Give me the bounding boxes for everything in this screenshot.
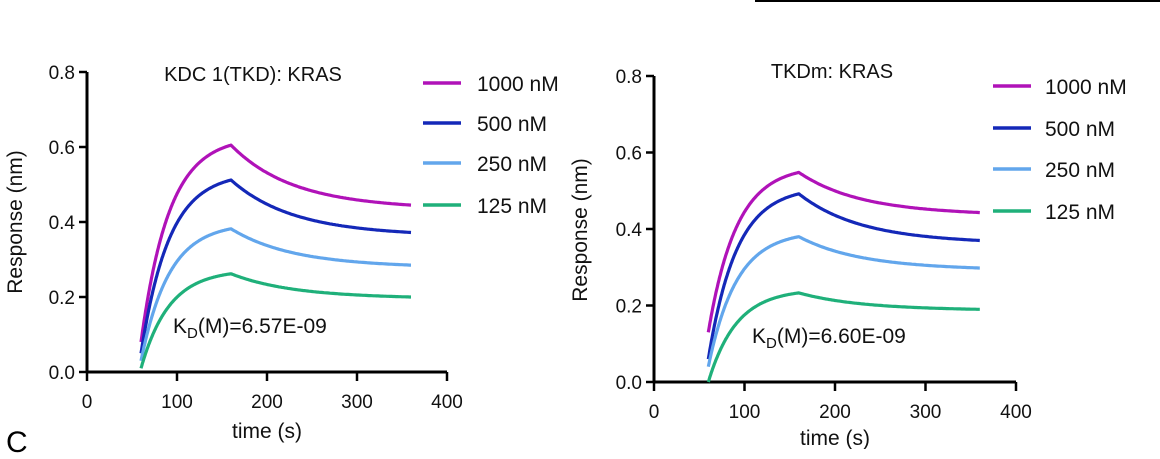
x-tick-label: 0 <box>649 402 660 423</box>
chart-panel-2: 0.0 0.2 0.4 0.6 0.8 0 100 200 300 400 time (s) Resp… <box>569 61 1127 449</box>
x-tick-label: 0 <box>82 392 93 413</box>
kd-annotation-prefix: K <box>752 325 766 348</box>
legend-label: 125 nM <box>1045 201 1115 224</box>
kd-annotation-suffix: (M)=6.57E-09 <box>198 315 327 338</box>
legend-label: 250 nM <box>1045 159 1115 182</box>
legend-label: 250 nM <box>477 153 547 176</box>
kd-annotation-prefix: K <box>173 315 187 338</box>
x-axis-label: time (s) <box>232 420 302 443</box>
x-tick-label: 100 <box>729 402 761 423</box>
x-tick-label: 100 <box>161 392 193 413</box>
binding-kinetics-figure: 0.0 0.2 0.4 0.6 0.8 0 100 200 300 400 time (s) Resp… <box>4 61 1127 449</box>
x-tick-label: 200 <box>819 402 851 423</box>
x-tick-label: 400 <box>431 392 463 413</box>
y-tick-label: 0.6 <box>49 138 75 159</box>
series-line-1000-nm <box>139 143 412 343</box>
y-tick-label: 0.4 <box>49 213 76 234</box>
chart-title: TKDm: KRAS <box>771 61 893 83</box>
series-line-500-nm <box>139 178 412 354</box>
series-line-250-nm <box>706 235 980 368</box>
y-tick-label: 0.4 <box>616 220 643 241</box>
legend-label: 1000 nM <box>477 73 559 96</box>
y-tick-label: 0.0 <box>49 363 75 384</box>
x-tick-label: 300 <box>910 402 942 423</box>
kd-annotation-subscript: D <box>187 325 198 342</box>
y-tick-label: 0.0 <box>616 373 642 394</box>
figure-top-rule <box>755 0 1160 2</box>
legend-label: 500 nM <box>1045 118 1115 141</box>
legend-label: 125 nM <box>477 195 547 218</box>
series-line-500-nm <box>706 192 980 360</box>
y-axis-label: Response (nm) <box>569 158 592 302</box>
y-tick-label: 0.2 <box>49 288 75 309</box>
x-axis-label: time (s) <box>800 427 870 449</box>
x-tick-label: 200 <box>251 392 283 413</box>
chart-panel-1: 0.0 0.2 0.4 0.6 0.8 0 100 200 300 400 time (s) Resp… <box>4 63 559 443</box>
series-line-250-nm <box>139 227 412 362</box>
series-line-125-nm <box>706 291 980 383</box>
y-tick-label: 0.8 <box>49 63 75 84</box>
kd-annotation: KD(M)=6.57E-09 <box>173 315 327 342</box>
y-tick-label: 0.8 <box>616 67 642 88</box>
x-tick-label: 300 <box>341 392 373 413</box>
chart-title: KDC 1(TKD): KRAS <box>164 64 342 86</box>
kd-annotation-suffix: (M)=6.60E-09 <box>777 325 906 348</box>
series-line-1000-nm <box>706 170 980 333</box>
kd-annotation-subscript: D <box>766 335 777 352</box>
x-tick-label: 400 <box>1000 402 1032 423</box>
series-line-125-nm <box>139 272 412 369</box>
legend-label: 1000 nM <box>1045 76 1127 99</box>
y-tick-label: 0.2 <box>616 297 642 318</box>
y-axis-label: Response (nm) <box>4 150 27 294</box>
kd-annotation: KD(M)=6.60E-09 <box>752 325 906 352</box>
legend-label: 500 nM <box>477 113 547 136</box>
y-tick-label: 0.6 <box>616 144 642 165</box>
